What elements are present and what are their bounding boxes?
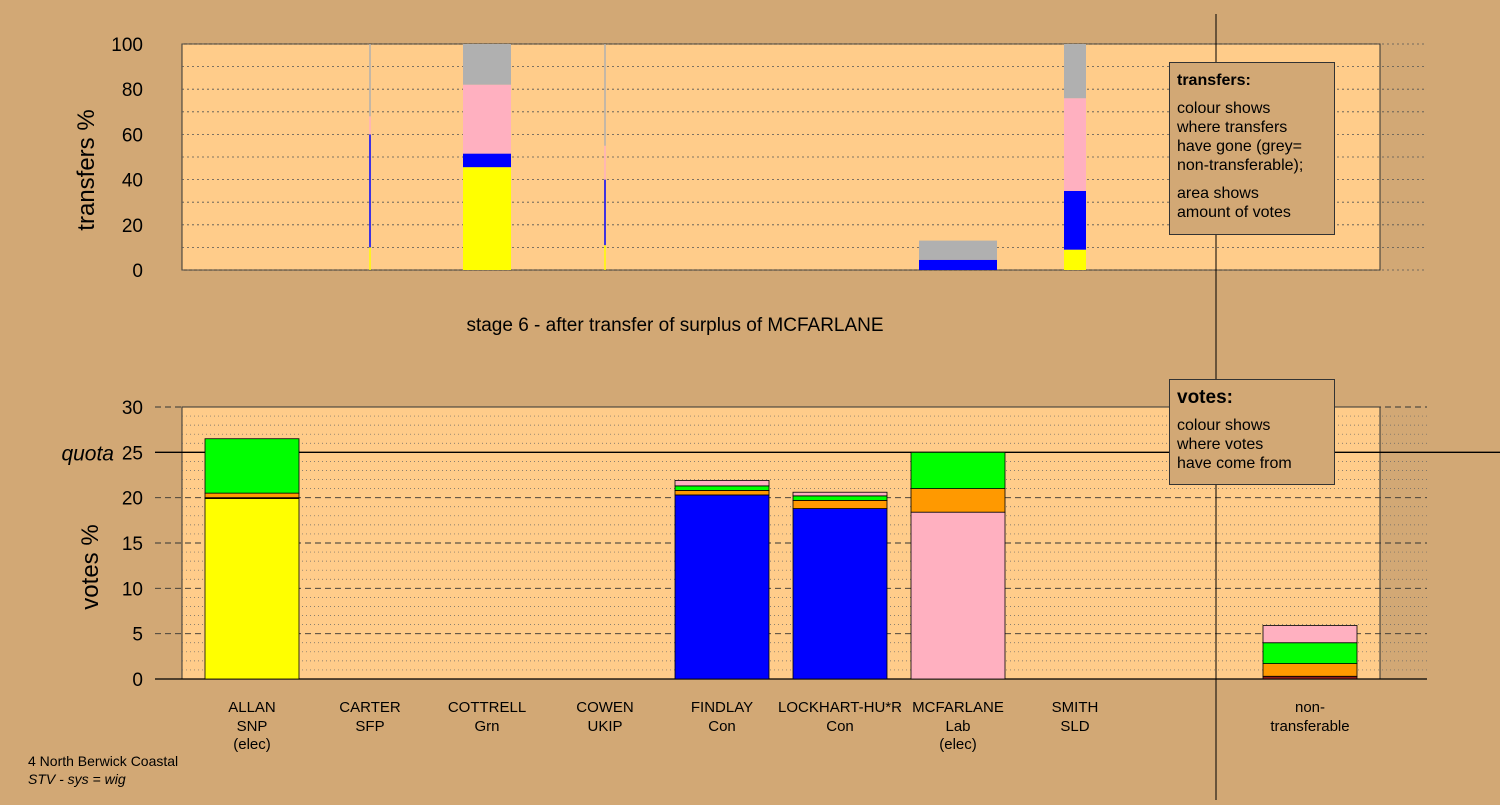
- vote-segment: [1262, 642, 1358, 664]
- vote-segment: [674, 494, 770, 680]
- candidate-party-label: Con: [826, 718, 854, 735]
- votes-y-tick-label: 15: [122, 534, 143, 555]
- quota-label: quota: [61, 442, 114, 465]
- footer-ward: 4 North Berwick Coastal: [28, 753, 179, 769]
- candidate-name-label: CARTER: [339, 699, 401, 716]
- votes-y-tick-label: 20: [122, 489, 143, 510]
- legend-transfers-text-line: colour shows: [1177, 100, 1271, 117]
- vote-segment: [910, 511, 1006, 680]
- transfer-segment: [919, 240, 997, 260]
- candidate-note-label: (elec): [939, 736, 977, 753]
- votes-y-tick-label: 0: [132, 670, 143, 691]
- votes-y-axis-label: votes %: [77, 524, 104, 609]
- vote-segment: [792, 491, 888, 497]
- stage-label: stage 6 - after transfer of surplus of M…: [466, 315, 883, 336]
- transfer-segment: [604, 245, 606, 270]
- legend-votes-text-line: where votes: [1177, 436, 1264, 453]
- vote-segment: [792, 508, 888, 680]
- transfers-y-tick-label: 80: [122, 80, 143, 101]
- legend-transfers: transfers: colour shows where transfers …: [1169, 62, 1335, 235]
- transfers-y-tick-label: 20: [122, 216, 143, 237]
- candidate-party-label: Grn: [474, 718, 499, 735]
- votes-y-tick-label: 25: [122, 443, 143, 464]
- transfer-segment: [369, 44, 371, 117]
- transfer-segment: [463, 84, 511, 154]
- vote-segment: [792, 495, 888, 501]
- candidate-name-label: COWEN: [576, 699, 634, 716]
- vote-segment: [674, 485, 770, 491]
- transfer-segment: [604, 145, 606, 180]
- vote-segment: [910, 488, 1006, 513]
- transfer-segment: [463, 167, 511, 270]
- legend-transfers-text-line: area shows: [1177, 185, 1259, 202]
- legend-votes-title: votes:: [1177, 387, 1233, 408]
- transfers-y-tick-label: 40: [122, 171, 143, 192]
- transfer-segment: [604, 179, 606, 246]
- transfers-y-tick-label: 100: [111, 35, 143, 56]
- candidate-name-label: non-: [1295, 699, 1325, 716]
- vote-segment: [1262, 625, 1358, 644]
- vote-segment: [792, 499, 888, 509]
- transfer-segment: [919, 259, 997, 270]
- vote-segment: [910, 451, 1006, 490]
- legend-votes: votes: colour shows where votes have com…: [1169, 379, 1335, 485]
- candidate-name-label: COTTRELL: [448, 699, 526, 716]
- legend-transfers-text-line: have gone (grey=: [1177, 138, 1302, 155]
- votes-y-tick-label: 30: [122, 398, 143, 419]
- candidate-name-label: LOCKHART-HU*R: [778, 699, 902, 716]
- votes-y-tick-label: 10: [122, 579, 143, 600]
- legend-transfers-text-line: non-transferable);: [1177, 157, 1304, 174]
- vote-segment: [1262, 675, 1358, 680]
- transfers-y-axis-label: transfers %: [73, 109, 100, 230]
- candidate-party-label: SNP: [237, 718, 268, 735]
- transfer-segment: [463, 153, 511, 168]
- vote-segment: [204, 498, 300, 680]
- candidate-party-label: Lab: [945, 718, 970, 735]
- candidate-party-label: SFP: [355, 718, 384, 735]
- vote-segment: [204, 492, 300, 499]
- legend-transfers-title: transfers:: [1177, 72, 1251, 89]
- candidate-name-label: ALLAN: [228, 699, 276, 716]
- candidate-name-label: MCFARLANE: [912, 699, 1004, 716]
- transfer-segment: [1064, 249, 1086, 270]
- candidate-party-label: transferable: [1270, 718, 1349, 735]
- candidate-note-label: (elec): [233, 736, 271, 753]
- legend-votes-text-line: have come from: [1177, 455, 1292, 472]
- vote-segment: [674, 490, 770, 496]
- legend-transfers-text-line: where transfers: [1177, 119, 1288, 136]
- transfer-segment: [369, 134, 371, 248]
- legend-transfers-text-line: amount of votes: [1177, 204, 1291, 221]
- vote-segment: [674, 480, 770, 487]
- candidate-party-label: SLD: [1060, 718, 1089, 735]
- candidate-name-label: SMITH: [1052, 699, 1099, 716]
- transfers-y-tick-label: 0: [132, 261, 143, 282]
- transfer-segment: [1064, 98, 1086, 191]
- vote-segment: [1262, 663, 1358, 677]
- transfers-y-tick-label: 60: [122, 125, 143, 146]
- footer-system: STV - sys = wig: [28, 771, 126, 787]
- transfer-segment: [463, 44, 511, 85]
- transfer-segment: [1064, 190, 1086, 250]
- transfer-segment: [1064, 44, 1086, 99]
- legend-votes-text-line: colour shows: [1177, 417, 1271, 434]
- candidate-party-label: UKIP: [587, 718, 622, 735]
- transfer-segment: [604, 44, 606, 146]
- votes-y-tick-label: 5: [132, 625, 143, 646]
- transfer-segment: [369, 116, 371, 135]
- vote-segment: [204, 438, 300, 494]
- candidate-name-label: FINDLAY: [691, 699, 753, 716]
- candidate-party-label: Con: [708, 718, 736, 735]
- transfer-segment: [369, 247, 371, 270]
